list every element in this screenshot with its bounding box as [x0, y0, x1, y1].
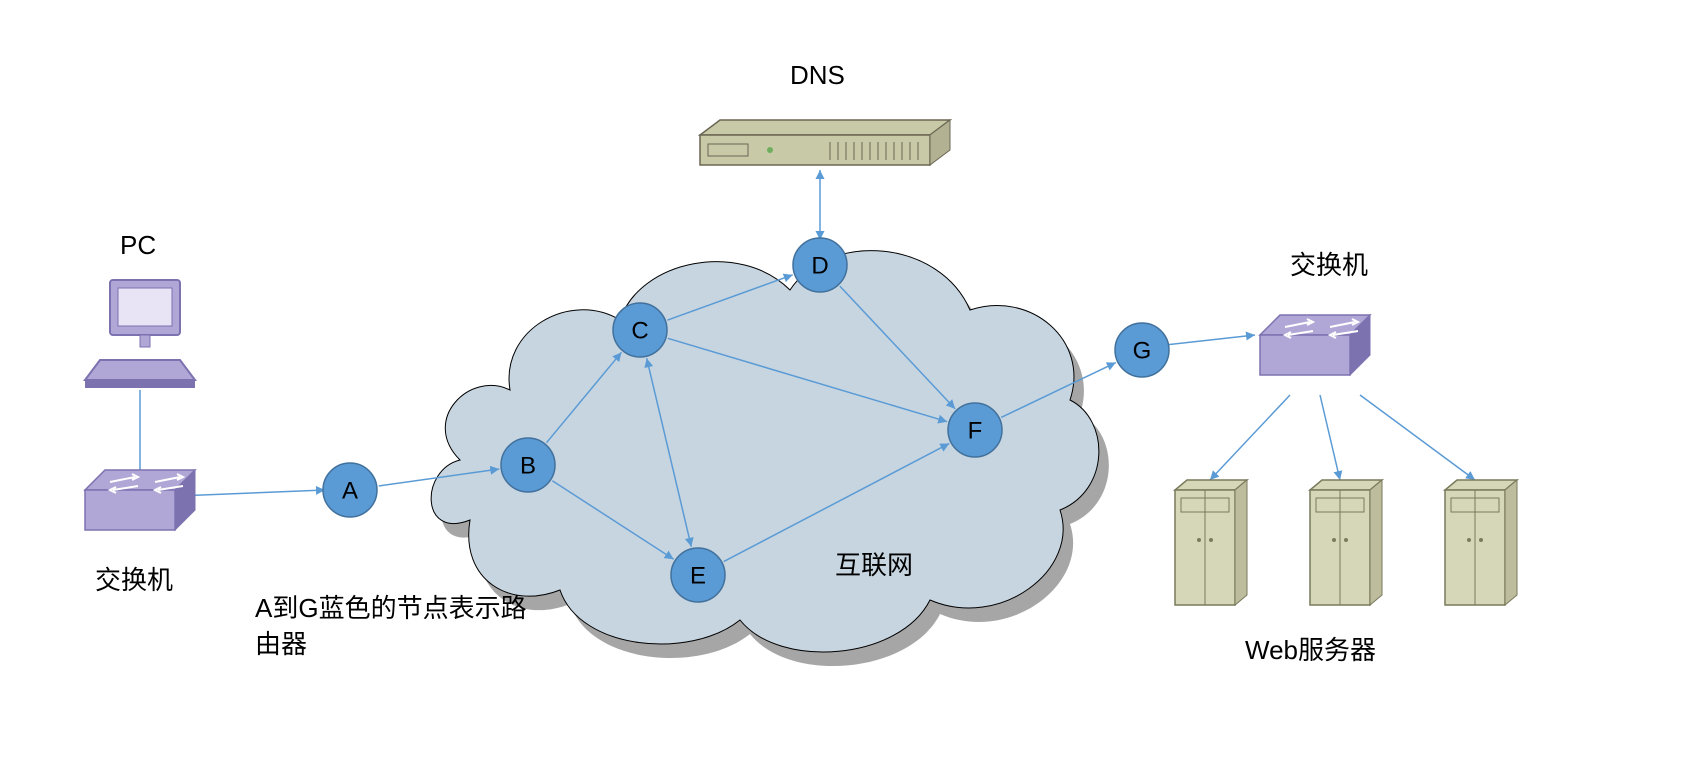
- web-servers-label: Web服务器: [1245, 630, 1376, 667]
- router-node-F: F: [948, 403, 1002, 457]
- svg-text:F: F: [968, 417, 983, 444]
- switch-left-icon: [85, 470, 195, 530]
- switch-right-icon: [1260, 315, 1370, 375]
- router-node-A: A: [323, 463, 377, 517]
- svg-text:C: C: [631, 317, 648, 344]
- router-node-G: G: [1115, 323, 1169, 377]
- switch-right-label: 交换机: [1290, 245, 1368, 282]
- svg-text:D: D: [811, 252, 828, 279]
- router-node-E: E: [671, 548, 725, 602]
- web-server-icon-1: [1175, 480, 1247, 605]
- router-node-D: D: [793, 238, 847, 292]
- svg-text:B: B: [520, 452, 536, 479]
- svg-text:A: A: [342, 477, 358, 504]
- svg-text:G: G: [1133, 337, 1152, 364]
- network-diagram: { "labels": { "pc": "PC", "dns": "DNS", …: [0, 0, 1688, 772]
- web-server-icon-2: [1310, 480, 1382, 605]
- internet-label: 互联网: [835, 545, 913, 582]
- web-server-icon-3: [1445, 480, 1517, 605]
- dns-server-icon: [700, 120, 950, 165]
- caption-label: A到G蓝色的节点表示路 由器: [255, 590, 527, 663]
- switch-left-label: 交换机: [95, 560, 173, 597]
- diagram-svg: A B C D E F G: [0, 0, 1688, 772]
- pc-icon: [85, 280, 195, 388]
- svg-text:E: E: [690, 562, 706, 589]
- pc-label: PC: [120, 230, 156, 261]
- dns-label: DNS: [790, 60, 845, 91]
- router-node-B: B: [501, 438, 555, 492]
- router-node-C: C: [613, 303, 667, 357]
